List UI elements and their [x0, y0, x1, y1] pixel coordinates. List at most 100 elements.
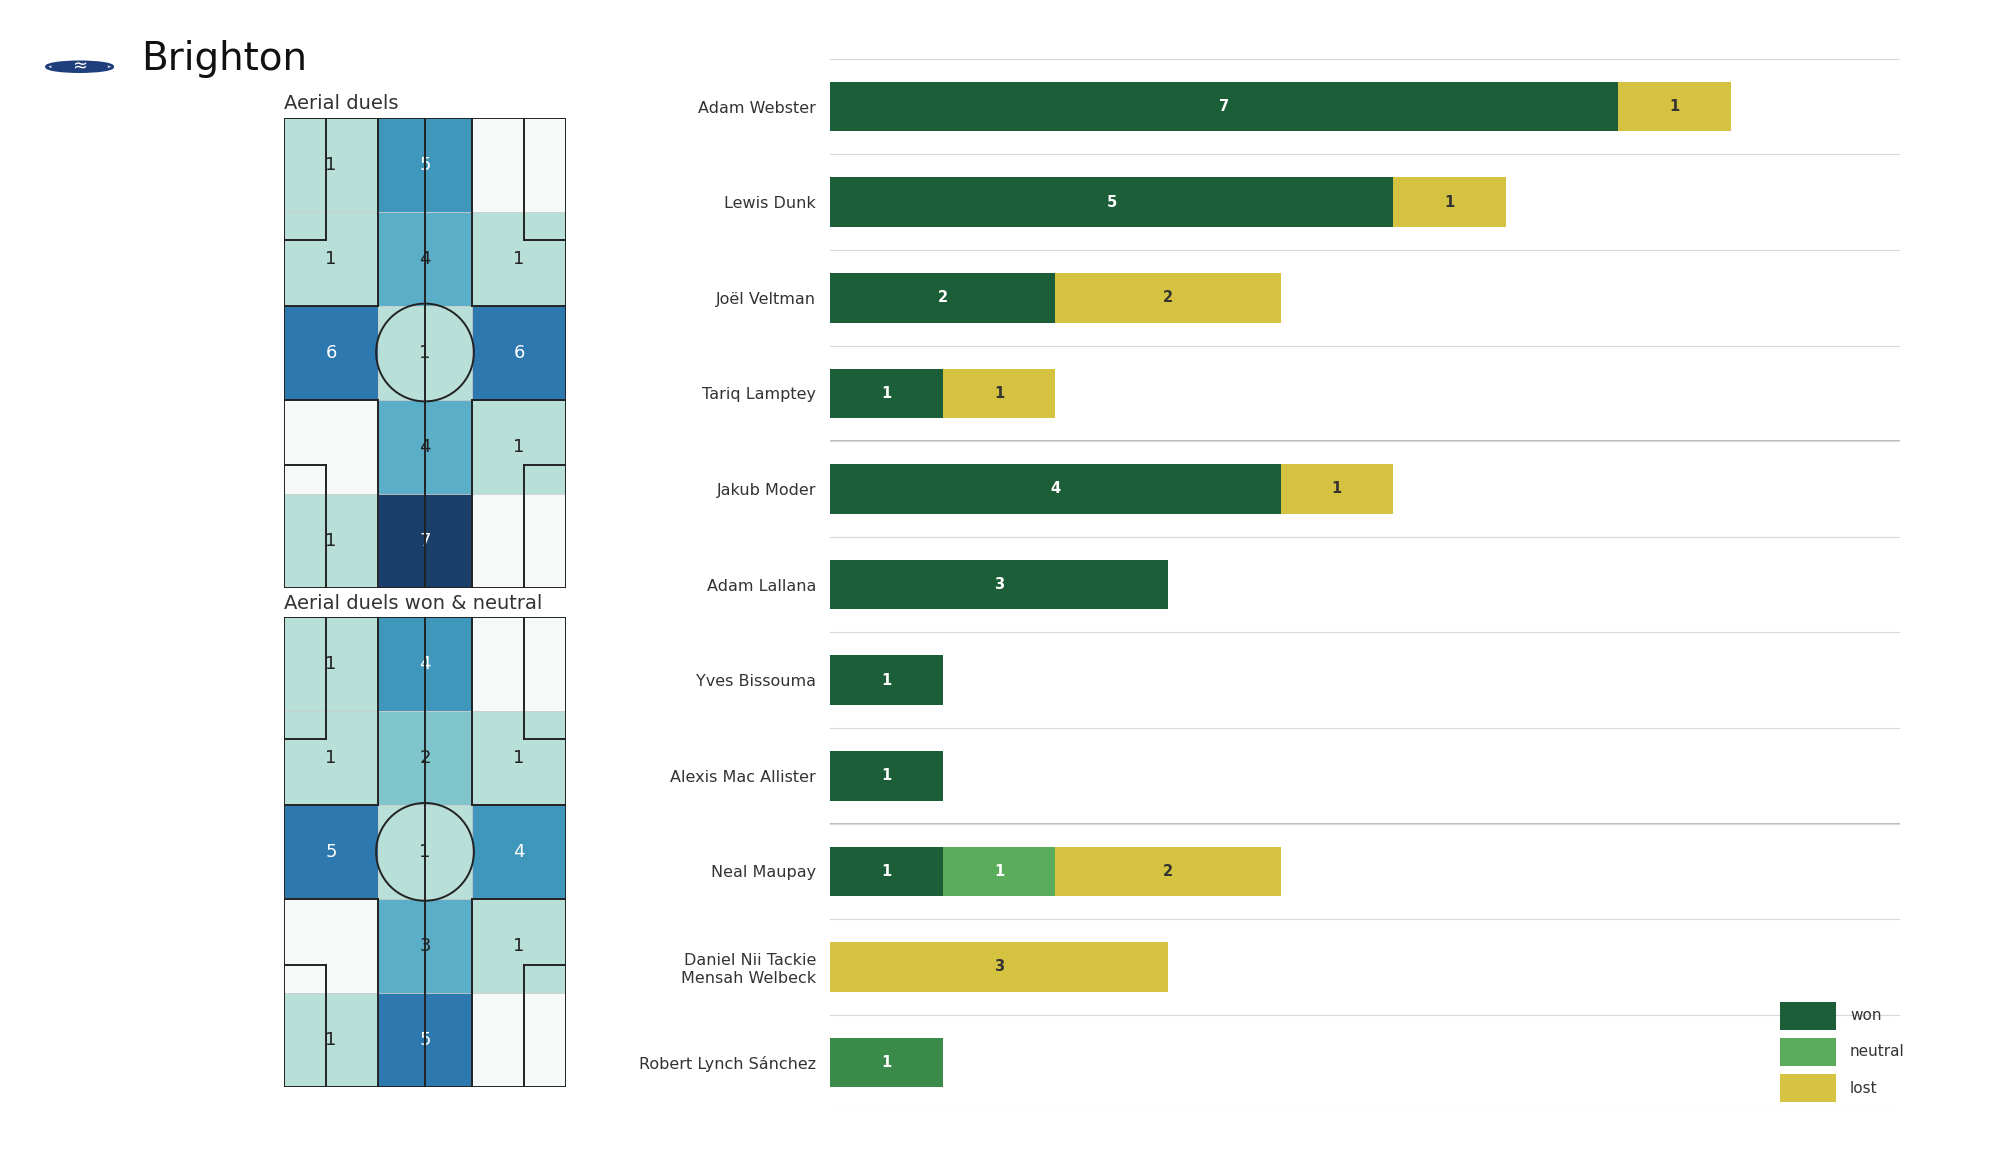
- Bar: [284, 212, 378, 306]
- Text: won: won: [1850, 1008, 1882, 1023]
- Circle shape: [52, 62, 106, 70]
- Text: 7: 7: [1220, 99, 1230, 114]
- Text: 6: 6: [514, 343, 524, 362]
- Text: Aerial duels won & neutral: Aerial duels won & neutral: [284, 593, 542, 612]
- Text: 4: 4: [420, 437, 430, 456]
- Bar: [472, 617, 566, 711]
- Bar: [1780, 1074, 1836, 1102]
- Text: 3: 3: [994, 577, 1004, 592]
- Bar: [830, 656, 942, 705]
- Text: lost: lost: [1850, 1081, 1878, 1095]
- Bar: [472, 993, 566, 1087]
- Text: 1: 1: [326, 249, 336, 268]
- Bar: [378, 899, 472, 993]
- Text: 1: 1: [1332, 482, 1342, 497]
- Text: 1: 1: [326, 1030, 336, 1049]
- Text: 4: 4: [1050, 482, 1060, 497]
- Text: 1: 1: [326, 748, 336, 767]
- Bar: [284, 993, 378, 1087]
- Bar: [472, 306, 566, 400]
- Bar: [830, 846, 942, 897]
- Text: 1: 1: [994, 864, 1004, 879]
- Text: 4: 4: [514, 842, 524, 861]
- Bar: [284, 494, 378, 588]
- Text: 1: 1: [514, 249, 524, 268]
- Bar: [284, 400, 378, 494]
- Bar: [284, 805, 378, 899]
- Text: 6: 6: [326, 343, 336, 362]
- Bar: [472, 711, 566, 805]
- Bar: [830, 1038, 942, 1087]
- Bar: [472, 212, 566, 306]
- Bar: [284, 711, 378, 805]
- Bar: [378, 306, 472, 400]
- Bar: [830, 751, 942, 800]
- Bar: [284, 617, 378, 711]
- Bar: [1618, 82, 1732, 132]
- Text: 4: 4: [420, 249, 430, 268]
- Bar: [942, 846, 1056, 897]
- Text: 1: 1: [514, 748, 524, 767]
- Text: 1: 1: [882, 385, 892, 401]
- Bar: [830, 82, 1618, 132]
- Text: neutral: neutral: [1850, 1045, 1904, 1060]
- Bar: [378, 617, 472, 711]
- Text: 2: 2: [1162, 864, 1172, 879]
- Bar: [378, 400, 472, 494]
- Bar: [830, 369, 942, 418]
- Text: 5: 5: [420, 1030, 430, 1049]
- Text: 4: 4: [420, 654, 430, 673]
- Bar: [284, 306, 378, 400]
- Bar: [830, 273, 1056, 323]
- Bar: [830, 942, 1168, 992]
- Text: 1: 1: [326, 654, 336, 673]
- Text: 1: 1: [1670, 99, 1680, 114]
- Bar: [378, 494, 472, 588]
- Bar: [830, 177, 1394, 227]
- Text: 1: 1: [420, 343, 430, 362]
- Bar: [472, 899, 566, 993]
- Bar: [472, 805, 566, 899]
- Bar: [378, 212, 472, 306]
- Text: 1: 1: [326, 155, 336, 174]
- Text: Brighton: Brighton: [140, 40, 306, 79]
- Bar: [378, 805, 472, 899]
- Bar: [378, 711, 472, 805]
- Text: 3: 3: [994, 960, 1004, 974]
- Text: 7: 7: [420, 531, 430, 550]
- Text: 1: 1: [882, 864, 892, 879]
- Bar: [942, 369, 1056, 418]
- Text: 1: 1: [882, 672, 892, 687]
- Bar: [472, 118, 566, 212]
- Text: 3: 3: [420, 936, 430, 955]
- Text: 2: 2: [938, 290, 948, 306]
- Bar: [378, 118, 472, 212]
- Bar: [472, 494, 566, 588]
- Bar: [1056, 846, 1280, 897]
- Text: ≈: ≈: [72, 58, 88, 75]
- Text: 1: 1: [994, 385, 1004, 401]
- Bar: [378, 993, 472, 1087]
- Text: 5: 5: [1106, 195, 1116, 209]
- Text: 1: 1: [1444, 195, 1454, 209]
- Text: 1: 1: [420, 842, 430, 861]
- Bar: [284, 118, 378, 212]
- Text: 1: 1: [514, 437, 524, 456]
- Bar: [1394, 177, 1506, 227]
- Bar: [284, 899, 378, 993]
- Text: Aerial duels: Aerial duels: [284, 94, 398, 113]
- Bar: [830, 464, 1280, 513]
- Bar: [1056, 273, 1280, 323]
- Bar: [1780, 1038, 1836, 1066]
- Text: 1: 1: [882, 768, 892, 784]
- Bar: [1280, 464, 1394, 513]
- Text: 2: 2: [420, 748, 430, 767]
- Text: 5: 5: [420, 155, 430, 174]
- Bar: [830, 559, 1168, 610]
- Text: 5: 5: [326, 842, 336, 861]
- Text: 1: 1: [882, 1055, 892, 1070]
- Bar: [472, 400, 566, 494]
- Text: 2: 2: [1162, 290, 1172, 306]
- Text: 1: 1: [326, 531, 336, 550]
- Bar: [1780, 1002, 1836, 1029]
